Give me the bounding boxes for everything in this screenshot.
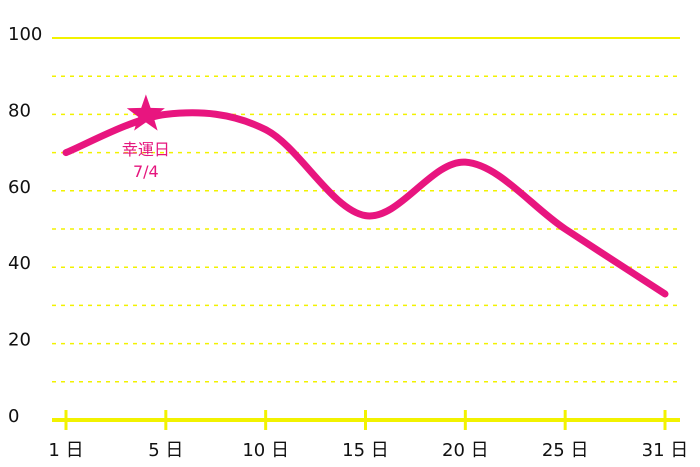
x-tick-label: 25 日 (542, 440, 589, 461)
x-tick-label: 1 日 (48, 440, 83, 461)
x-tick-label: 5 日 (148, 440, 183, 461)
y-tick-label: 0 (8, 406, 19, 427)
x-tick-label: 31 日 (642, 440, 689, 461)
highlight-date: 7/4 (133, 162, 159, 181)
y-tick-label: 20 (8, 330, 31, 351)
y-tick-label: 80 (8, 100, 31, 121)
highlight-label: 幸運日 (122, 140, 170, 159)
x-tick-label: 20 日 (442, 440, 489, 461)
y-tick-label: 40 (8, 253, 31, 274)
x-tick-label: 10 日 (242, 440, 289, 461)
y-tick-label: 60 (8, 177, 31, 198)
x-tick-label: 15 日 (342, 440, 389, 461)
highlight-star (126, 94, 165, 131)
y-tick-label: 100 (8, 24, 42, 45)
line (62, 109, 669, 298)
